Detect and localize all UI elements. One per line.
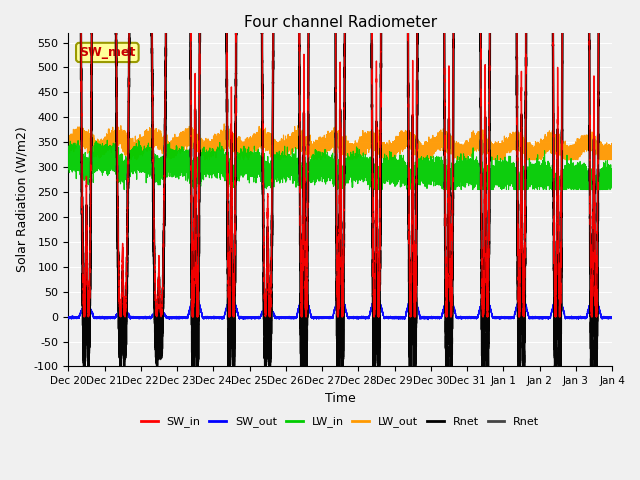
X-axis label: Time: Time (324, 392, 356, 405)
Y-axis label: Solar Radiation (W/m2): Solar Radiation (W/m2) (15, 127, 28, 273)
Text: SW_met: SW_met (79, 46, 136, 59)
Title: Four channel Radiometer: Four channel Radiometer (244, 15, 436, 30)
Legend: SW_in, SW_out, LW_in, LW_out, Rnet, Rnet: SW_in, SW_out, LW_in, LW_out, Rnet, Rnet (136, 412, 544, 432)
